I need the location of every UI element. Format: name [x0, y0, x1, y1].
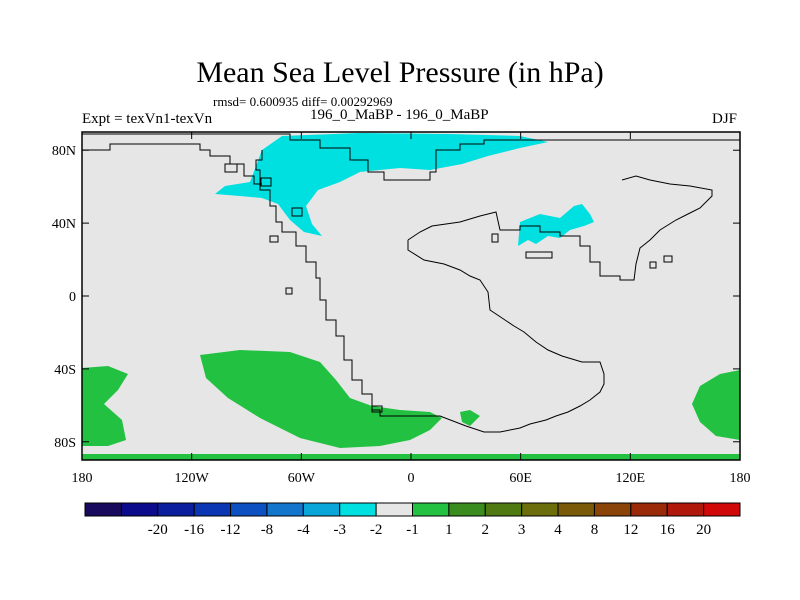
colorbar-label: -1 — [406, 522, 419, 538]
americas-coastline — [82, 133, 740, 410]
africa-south-coastline — [407, 240, 605, 433]
colorbar-swatch — [630, 502, 668, 517]
y-tick-label: 80N — [52, 144, 76, 159]
longitude-axis: 180 120W 60W 0 60E 120E 180 — [72, 132, 751, 486]
colorbar-swatch — [703, 502, 741, 517]
colorbar-swatch — [521, 502, 559, 517]
island-2 — [260, 177, 272, 187]
run-label: 196_0_MaBP - 196_0_MaBP — [310, 107, 489, 123]
southern-pacific-region — [200, 350, 442, 448]
y-tick-label: 40N — [52, 217, 76, 232]
island-6 — [491, 233, 499, 243]
x-tick-label: 180 — [730, 471, 751, 486]
colorbar-swatch — [157, 502, 195, 517]
antarctic-coastline — [372, 409, 467, 427]
southeast-edge-region — [692, 370, 740, 440]
colorbar-swatch — [193, 502, 232, 517]
colorbar-swatch — [339, 502, 377, 517]
colorbar-swatch — [448, 502, 486, 517]
island-4 — [269, 235, 279, 243]
colorbar-label: 3 — [518, 522, 526, 538]
island-3 — [285, 287, 293, 295]
central-asia-region — [518, 204, 594, 246]
colorbar-label: -8 — [261, 522, 274, 538]
colorbar-swatch — [375, 502, 414, 517]
colorbar-swatch — [230, 502, 268, 517]
colorbar-label: -4 — [297, 522, 310, 538]
latitude-axis: 80N 40N 0 40S 80S — [52, 144, 740, 451]
island-8 — [663, 255, 673, 263]
x-tick-label: 120W — [175, 471, 210, 486]
colorbar: -20 -16 -12 -8 -4 -3 -2 -1 1 2 3 4 8 12 16 20 — [84, 502, 741, 538]
colorbar-label: 2 — [482, 522, 490, 538]
map-background — [82, 132, 740, 460]
north-america-east-coast — [82, 143, 262, 185]
colorbar-label: -12 — [221, 522, 241, 538]
colorbar-label: -20 — [148, 522, 168, 538]
southwest-pacific-edge-region — [82, 366, 128, 446]
colorbar-swatch — [266, 502, 304, 517]
island-5 — [291, 207, 303, 217]
colorbar-label: 8 — [591, 522, 599, 538]
south-east-atlantic-blob — [460, 410, 480, 426]
x-tick-label: 60E — [509, 471, 532, 486]
colorbar-label: 1 — [445, 522, 453, 538]
colorbar-label: 16 — [660, 522, 676, 538]
colorbar-swatch — [412, 502, 450, 517]
colorbar-swatch — [557, 502, 595, 517]
colorbar-label: 12 — [623, 522, 638, 538]
y-tick-label: 40S — [54, 363, 76, 378]
north-atlantic-region — [215, 133, 548, 236]
colorbar-label: -3 — [333, 522, 346, 538]
colorbar-swatch — [666, 502, 705, 517]
colorbar-swatch — [484, 502, 523, 517]
colorbar-swatch — [120, 502, 159, 517]
chart-title: Mean Sea Level Pressure (in hPa) — [196, 56, 604, 89]
island-10 — [371, 405, 383, 413]
colorbar-swatch — [593, 502, 632, 517]
season-label: DJF — [712, 111, 738, 127]
colorbar-swatch — [84, 502, 122, 517]
coastlines — [82, 133, 740, 433]
colorbar-label: 4 — [554, 522, 562, 538]
island-7 — [525, 251, 553, 259]
negative-anomaly-regions — [215, 133, 594, 246]
island-1 — [224, 163, 238, 173]
x-tick-label: 180 — [72, 471, 93, 486]
africa-eurasia-coastline — [407, 175, 713, 281]
stats-text: rmsd= 0.600935 diff= 0.00292969 — [213, 94, 393, 109]
colorbar-label: 20 — [696, 522, 711, 538]
colorbar-swatch — [302, 502, 341, 517]
x-tick-label: 60W — [288, 471, 316, 486]
y-tick-label: 0 — [69, 290, 76, 305]
x-tick-label: 120E — [616, 471, 646, 486]
experiment-label: Expt = texVn1-texVn — [82, 111, 213, 127]
colorbar-label: -2 — [370, 522, 383, 538]
x-tick-label: 0 — [408, 471, 415, 486]
island-9 — [649, 261, 657, 269]
y-tick-label: 80S — [54, 436, 76, 451]
colorbar-label: -16 — [184, 522, 204, 538]
